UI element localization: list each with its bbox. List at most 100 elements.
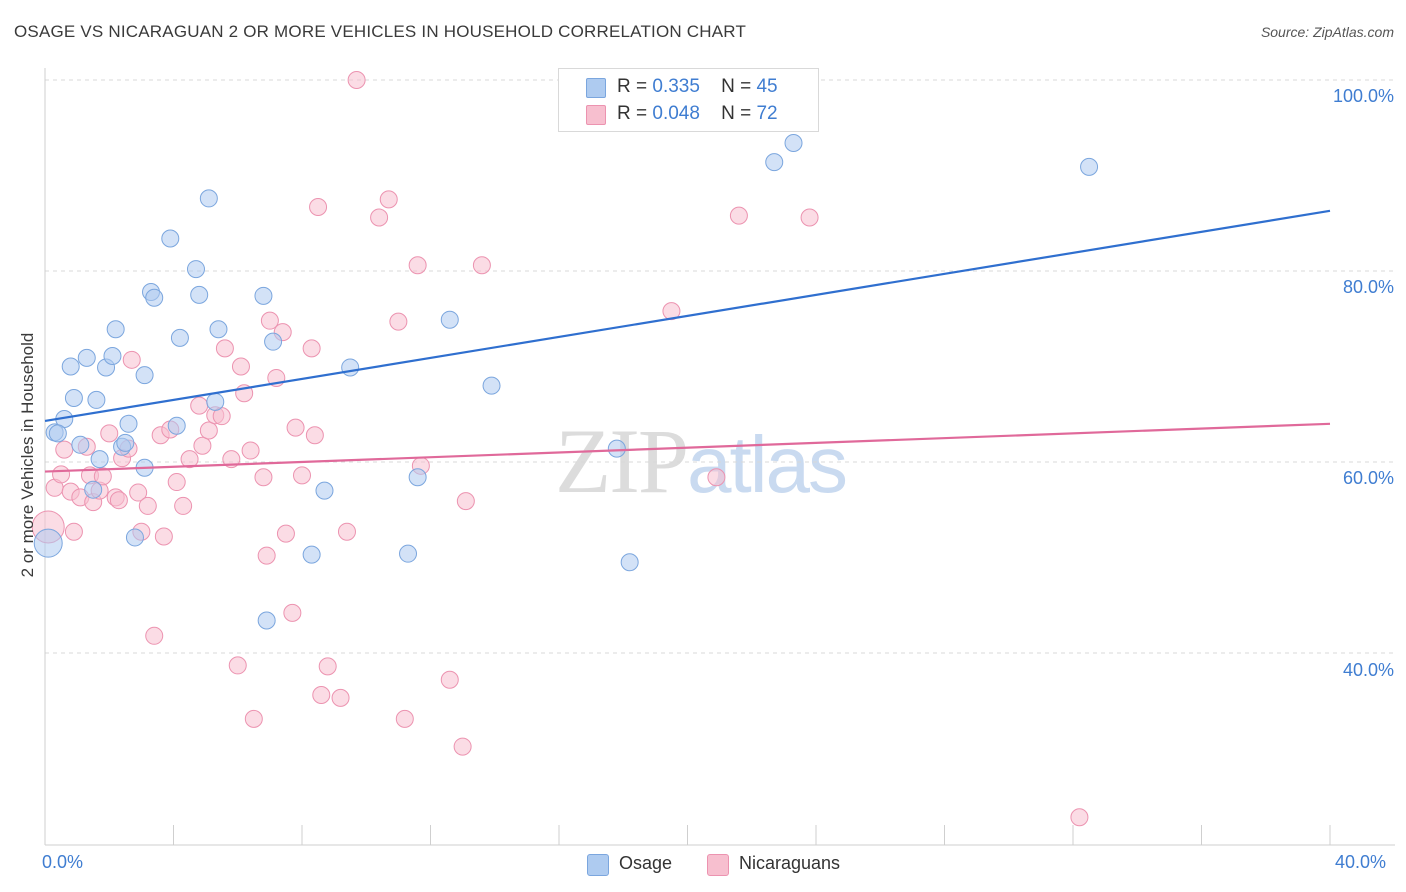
osage-point — [399, 544, 418, 563]
osage-point — [145, 288, 164, 307]
osage-stat-text: R = 0.335 N = 45 — [617, 76, 778, 98]
y-axis-label: 2 or more Vehicles in Household — [18, 332, 37, 578]
osage-point — [408, 468, 427, 487]
osage-point — [607, 439, 626, 458]
osage-point — [125, 528, 144, 547]
x-tick-label: 40.0% — [1335, 852, 1387, 872]
nicaraguans-points — [31, 71, 1089, 827]
nicaraguans-point — [395, 709, 414, 728]
nicaraguans-n-value: 72 — [756, 103, 778, 124]
stats-box: R = 0.335 N = 45 R = 0.048 N = 72 — [558, 68, 819, 132]
nicaraguans-point — [276, 524, 295, 543]
nicaraguans-point — [312, 686, 331, 705]
nicaraguans-point — [254, 468, 273, 487]
nicaraguans-point — [52, 465, 71, 484]
osage-point — [106, 320, 125, 339]
nicaraguans-point — [318, 657, 337, 676]
nicaraguans-point — [453, 737, 472, 756]
nicaraguans-point — [472, 256, 491, 275]
osage-point — [264, 332, 283, 351]
nicaraguans-point — [138, 496, 157, 515]
osage-point — [302, 545, 321, 564]
osage-swatch — [586, 78, 606, 98]
nicaraguans-point — [379, 190, 398, 209]
osage-point — [167, 416, 186, 435]
nicaraguans-point — [55, 440, 74, 459]
osage-n-value: 45 — [756, 76, 778, 97]
nicaraguans-trend-line — [44, 422, 1331, 473]
nicaraguans-point — [193, 436, 212, 455]
osage-point — [71, 435, 90, 454]
nicaraguans-point — [154, 527, 173, 546]
nicaraguans-point — [331, 688, 350, 707]
osage-n-label: N = — [721, 76, 752, 97]
nicaraguans-point — [180, 450, 199, 469]
osage-point — [33, 528, 63, 558]
watermark-zip: ZIP — [555, 410, 689, 512]
y-tick-label: 80.0% — [1342, 277, 1394, 297]
watermark-atlas: atlas — [687, 420, 848, 509]
osage-point — [84, 480, 103, 499]
nicaraguans-point — [109, 491, 128, 510]
osage-legend-label: Osage — [619, 853, 673, 873]
nicaraguans-point — [347, 71, 366, 89]
nicaraguans-point — [93, 467, 112, 486]
x-tick-label: 0.0% — [42, 852, 84, 872]
nicaraguans-point — [729, 206, 748, 225]
osage-point — [135, 366, 154, 385]
nicaraguans-swatch — [586, 105, 606, 125]
osage-point — [87, 390, 106, 409]
osage-point — [482, 376, 501, 395]
osage-r-value: 0.335 — [652, 76, 700, 97]
y-tick-label: 40.0% — [1342, 660, 1394, 680]
nicaraguans-point — [456, 492, 475, 511]
osage-point — [119, 414, 138, 433]
osage-point — [257, 611, 276, 630]
trend-lines — [44, 209, 1331, 473]
nicaraguans-n-label: N = — [721, 103, 752, 124]
nicaraguans-point — [215, 339, 234, 358]
nicaraguans-point — [293, 466, 311, 485]
osage-legend-swatch — [587, 854, 609, 876]
nicaraguans-point — [1070, 808, 1089, 827]
nicaraguans-point — [122, 350, 141, 369]
osage-point — [199, 189, 218, 208]
nicaraguans-legend-swatch — [707, 854, 729, 876]
osage-point — [209, 320, 228, 339]
y-tick-label: 100.0% — [1332, 86, 1394, 106]
nicaraguans-point — [228, 656, 247, 675]
osage-point — [90, 450, 109, 469]
nicaraguans-point — [309, 198, 328, 217]
osage-point — [61, 357, 80, 376]
nicaraguans-point — [190, 396, 209, 415]
osage-point — [1080, 157, 1099, 176]
nicaraguans-point — [440, 670, 459, 689]
nicaraguans-point — [167, 473, 186, 492]
osage-point — [161, 229, 180, 248]
watermark: ZIPatlas — [555, 408, 848, 514]
osage-point — [440, 310, 459, 329]
axes — [44, 68, 1395, 846]
osage-point — [254, 286, 273, 305]
osage-point — [765, 153, 784, 172]
y-tick-label: 60.0% — [1342, 468, 1394, 488]
chart-title: OSAGE VS NICARAGUAN 2 OR MORE VEHICLES I… — [14, 22, 747, 41]
nicaraguans-point — [129, 483, 148, 502]
nicaraguans-r-value: 0.048 — [652, 103, 700, 124]
nicaraguans-point — [257, 546, 276, 565]
osage-point — [77, 348, 96, 367]
osage-point — [784, 134, 803, 153]
nicaraguans-point — [199, 421, 218, 440]
osage-point — [341, 358, 360, 377]
nicaraguans-point — [707, 468, 726, 487]
nicaraguans-point — [286, 418, 305, 437]
osage-r-label: R = — [617, 76, 648, 97]
nicaraguans-point — [244, 709, 263, 728]
nicaraguans-point — [305, 426, 324, 445]
nicaraguans-point — [231, 357, 250, 376]
osage-point — [186, 260, 205, 279]
osage-point — [206, 392, 225, 411]
osage-points — [33, 134, 1099, 630]
source-credit: Source: ZipAtlas.com — [1260, 24, 1394, 40]
